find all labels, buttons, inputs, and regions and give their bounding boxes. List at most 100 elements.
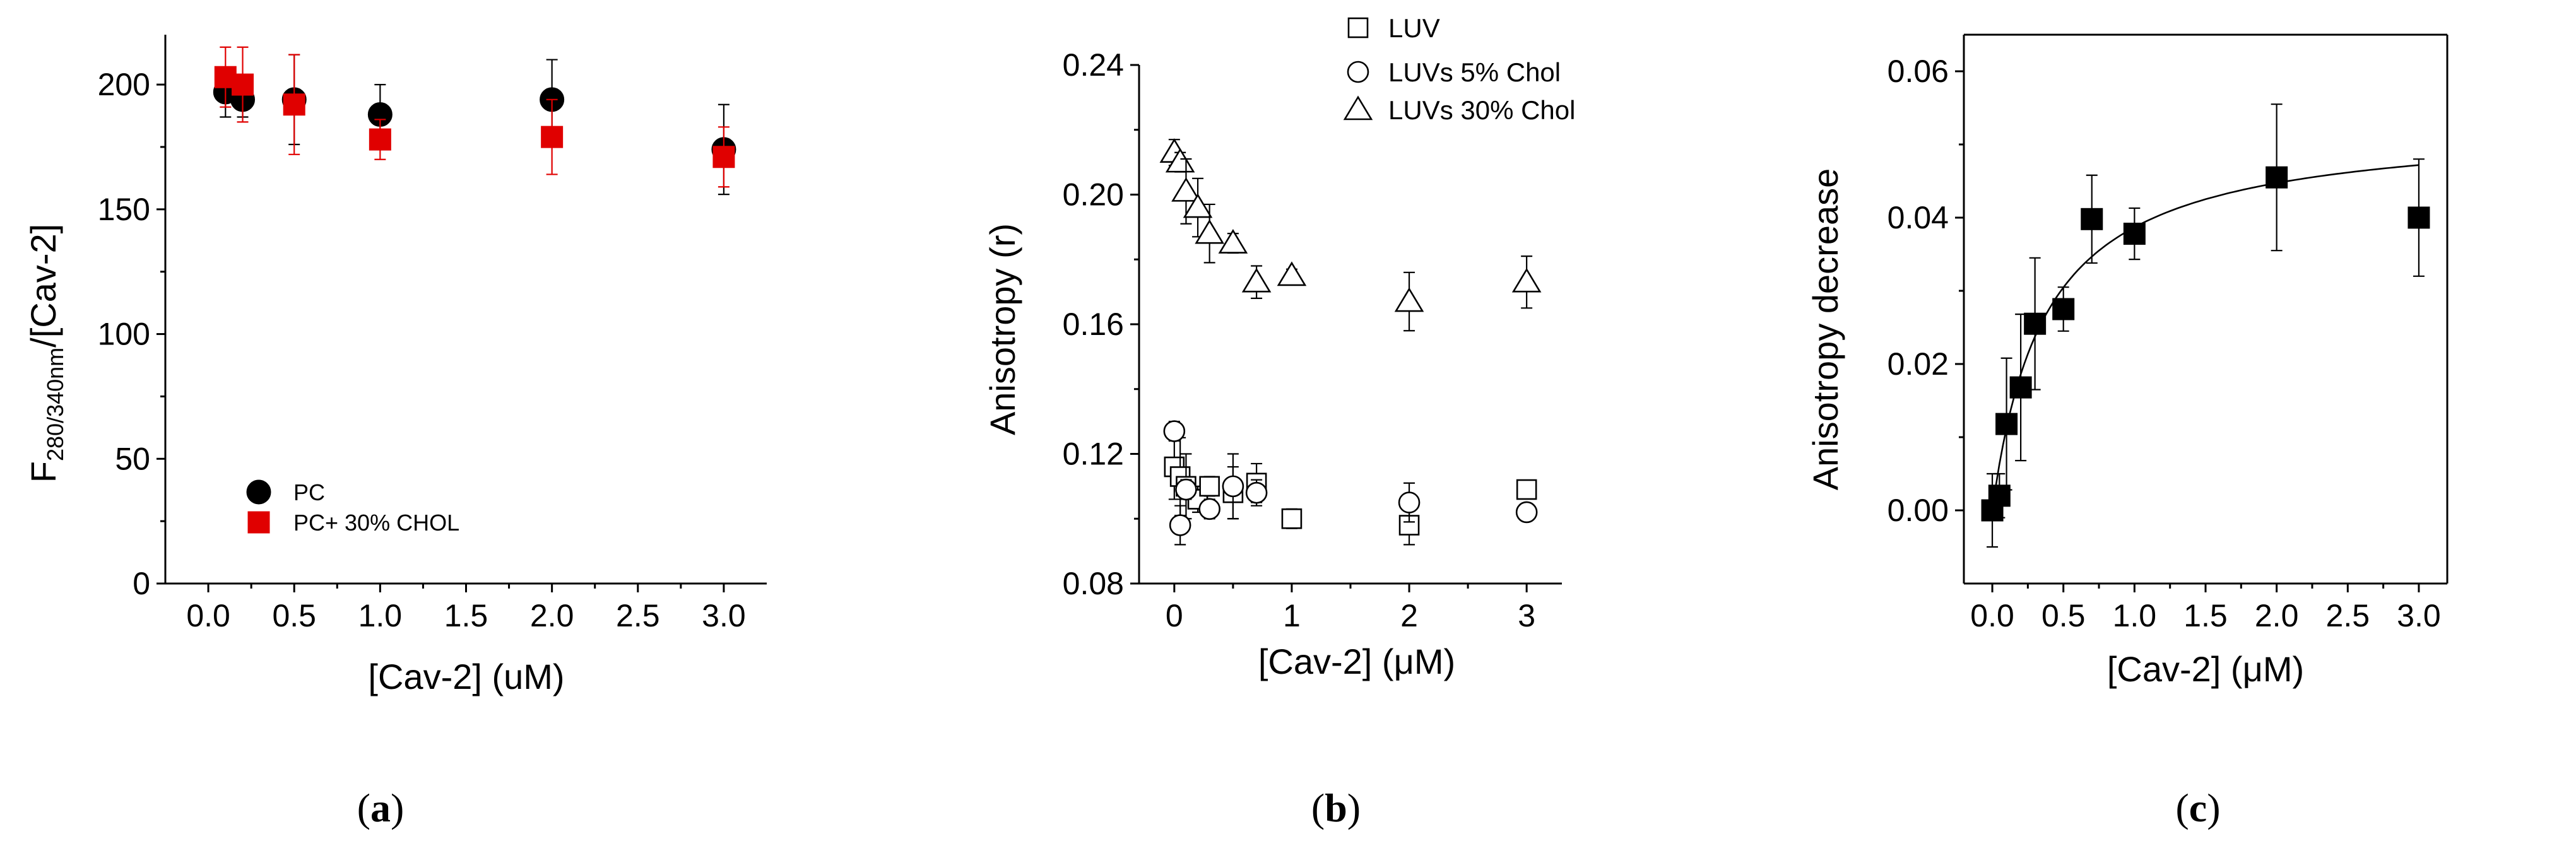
panel-b-data-point (1163, 420, 1186, 442)
panel-b-series-luv (1164, 433, 1537, 546)
panel-a-xtick-label: 0.5 (272, 598, 316, 633)
panel-a-legend-label: PC+ 30% CHOL (293, 510, 459, 536)
panel-b-data-point (1516, 479, 1537, 500)
panel-c-xtick-label: 1.5 (2183, 598, 2228, 633)
panel-c-xtick-label: 3.0 (2397, 598, 2441, 633)
panel-b-data-point (1169, 514, 1191, 536)
panel-a-xtick-label: 1.5 (444, 598, 488, 633)
panel-a-legend-marker (247, 511, 270, 534)
panel-a-data-point (283, 93, 305, 116)
panel-a-series-pc-30-chol (214, 46, 735, 188)
panel-b-data-point (1199, 476, 1220, 497)
panel-a-xlabel: [Cav-2] (uM) (368, 657, 564, 696)
panel-a-xtick-label: 1.0 (358, 598, 403, 633)
panel-c-ytick-label: 0.02 (1888, 346, 1949, 382)
panel-b-legend: LUV LUVs 5% Chol LUVs 30% Chol (1343, 13, 1575, 125)
panel-b-data-point (1241, 267, 1272, 293)
panel-b-data-point (1218, 229, 1248, 254)
panel-c-chart: Anisotropy decrease [Cav-2] (μM) 0.000.0… (1805, 33, 2449, 689)
panel-b-data-point (1394, 287, 1424, 312)
panel-b-data-point (1198, 498, 1220, 520)
panel-c-data-point (2408, 206, 2430, 229)
panel-b-legend-label: LUV (1388, 13, 1440, 43)
panel-c-axes: 0.00 0.02 0.04 0.06 0.0 0.5 1.0 1.5 2.0 2.5 3.0 (1888, 33, 2449, 633)
panel-b-data-point (1165, 148, 1195, 173)
panel-a-xtick-label: 3.0 (702, 598, 746, 633)
panel-b-xtick-label: 1 (1283, 598, 1301, 633)
panel-b-ytick-label: 0.24 (1063, 47, 1124, 83)
panel-a-data-point (369, 128, 391, 151)
panel-a-data-point (712, 146, 735, 168)
panel-a-xtick-label: 2.0 (530, 598, 574, 633)
panel-c-ylabel: Anisotropy decrease (1805, 168, 1845, 491)
panel-c-ytick-label: 0.04 (1888, 200, 1949, 235)
panel-a-xtick-label: 0.0 (186, 598, 230, 633)
panel-c-data-point (2123, 223, 2146, 245)
panel-c-data-point (2266, 166, 2288, 189)
panel-a-xtick-label: 2.5 (616, 598, 660, 633)
panel-a-legend-marker (246, 479, 271, 505)
panel-b-data-point (1222, 475, 1244, 498)
panel-b-data-point (1195, 219, 1224, 244)
panel-b-series-luvs-5-chol (1163, 420, 1538, 546)
panel-b-legend-marker (1343, 95, 1373, 120)
panel-c-data-point (1995, 413, 2018, 435)
panel-c-label: (c) (2175, 785, 2220, 830)
panel-a-data-point (541, 126, 564, 148)
panel-b-ytick-label: 0.08 (1063, 566, 1124, 601)
panel-c-data-point (2081, 208, 2103, 230)
panel-b-data-point (1183, 193, 1213, 218)
panel-a-data-point (232, 73, 254, 96)
panel-a-legend-label: PC (293, 479, 325, 505)
panel-b-data-point (1511, 267, 1542, 293)
panel-b-data-point (1245, 481, 1268, 504)
panel-b-xlabel: [Cav-2] (μM) (1258, 642, 1455, 681)
panel-a-ylabel-main: F (23, 461, 63, 483)
panel-a-legend: PC PC+ 30% CHOL (246, 479, 459, 536)
panel-a-ytick-label: 100 (98, 317, 150, 352)
panel-b-xtick-label: 0 (1166, 598, 1183, 633)
panel-c-ytick-label: 0.06 (1888, 54, 1949, 89)
panel-b-data-point (1171, 177, 1201, 202)
panel-b-xtick-label: 2 (1400, 598, 1418, 633)
panel-a-chart: F280/340nm/[Cav-2] [Cav-2] (uM) 0 50 100 15… (23, 35, 767, 696)
panel-b-axes: 0.08 0.12 0.16 0.20 0.24 0 1 2 3 (1063, 47, 1562, 633)
panel-c-fit-curve (1991, 164, 2419, 511)
panel-c-xtick-label: 1.0 (2113, 598, 2157, 633)
panel-a-ytick-label: 150 (98, 192, 150, 227)
panel-a-ytick-label: 50 (115, 441, 150, 476)
panel-b-ylabel: Anisotropy (r) (983, 223, 1022, 435)
panel-b-legend-label: LUVs 5% Chol (1388, 57, 1561, 87)
panel-c-xtick-label: 0.0 (1970, 598, 2014, 633)
panel-c-series-data (1981, 103, 2430, 548)
panel-a-label: (a) (357, 785, 405, 830)
panel-c-ytick-label: 0.00 (1888, 493, 1949, 528)
panel-b-ytick-label: 0.16 (1063, 307, 1124, 342)
panel-a-axes: 0 50 100 150 200 0.0 0.5 1.0 1.5 2.0 2.5 3.0 (98, 35, 767, 633)
panel-a-ylabel-sub: 280/340nm (42, 348, 68, 461)
panel-b-label: (b) (1311, 785, 1361, 830)
panel-b-data-point (1398, 491, 1421, 514)
panel-b-data-point (1175, 478, 1197, 501)
panel-c-data-point (2024, 312, 2047, 335)
panel-b-data-point (1281, 508, 1303, 529)
panel-b-xtick-label: 3 (1518, 598, 1535, 633)
panel-c-xlabel: [Cav-2] (μM) (2107, 649, 2304, 689)
panel-b-data-point (1277, 261, 1307, 286)
panel-c-data-point (2009, 376, 2032, 399)
panel-b-legend-marker (1347, 17, 1369, 38)
panel-c-xtick-label: 2.5 (2326, 598, 2370, 633)
panel-a-ytick-label: 0 (133, 566, 150, 601)
panel-a-series-pc (213, 54, 736, 196)
panel-b-chart: Anisotropy (r) [Cav-2] (μM) 0.08 0.12 0.16… (983, 13, 1575, 681)
panel-a-ylabel: F280/340nm/[Cav-2] (23, 224, 68, 483)
panel-c-data-point (2052, 298, 2075, 320)
panel-a-ylabel-rest: /[Cav-2] (23, 224, 63, 348)
panel-b-ytick-label: 0.12 (1063, 437, 1124, 472)
panel-b-legend-label: LUVs 30% Chol (1388, 95, 1575, 125)
panel-c-xtick-label: 2.0 (2255, 598, 2299, 633)
panel-b-data-point (1515, 501, 1538, 524)
panel-c-xtick-label: 0.5 (2041, 598, 2086, 633)
panel-b-legend-marker (1347, 61, 1369, 83)
